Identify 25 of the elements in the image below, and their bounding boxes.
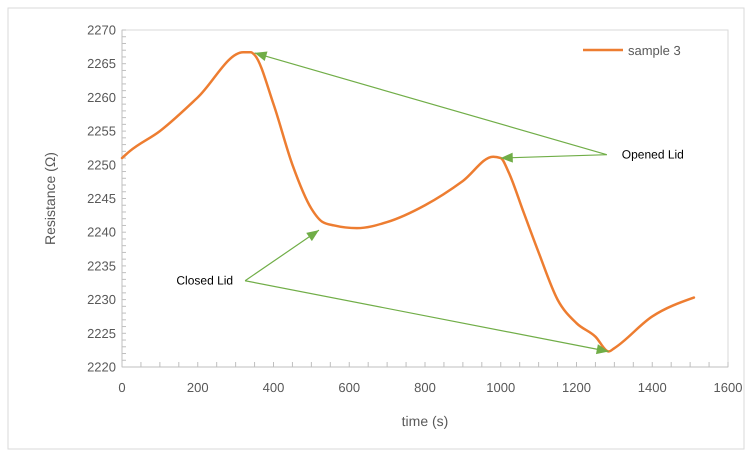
x-tick-label: 1400 <box>638 380 667 395</box>
y-tick-label: 2220 <box>87 360 116 374</box>
annotation: Opened Lid <box>622 148 684 162</box>
x-tick-label: 600 <box>338 380 360 395</box>
x-tick-label: 800 <box>414 380 436 395</box>
x-tick-label: 1600 <box>714 380 742 395</box>
x-tick-label: 1200 <box>562 380 591 395</box>
y-tick-label: 2250 <box>87 157 116 172</box>
y-tick-label: 2265 <box>87 56 116 72</box>
y-tick-label: 2235 <box>87 258 116 274</box>
x-axis-title: time (s) <box>402 413 448 429</box>
y-tick-label: 2255 <box>87 124 116 139</box>
x-tick-label: 1000 <box>486 380 516 395</box>
x-tick-label: 400 <box>262 380 284 395</box>
annotation: Closed Lid <box>176 274 234 288</box>
y-tick-label: 2230 <box>87 292 116 308</box>
legend-label: sample 3 <box>628 43 681 58</box>
y-tick-label: 2260 <box>87 90 116 105</box>
y-tick-label: 2270 <box>87 22 116 38</box>
y-tick-label: 2225 <box>87 326 116 341</box>
y-axis-title: Resistance (Ω) <box>42 152 58 245</box>
x-tick-label: 200 <box>186 380 209 395</box>
y-tick-label: 2245 <box>87 191 116 206</box>
x-tick-label: 0 <box>118 380 126 395</box>
y-tick-label: 2240 <box>87 224 116 240</box>
